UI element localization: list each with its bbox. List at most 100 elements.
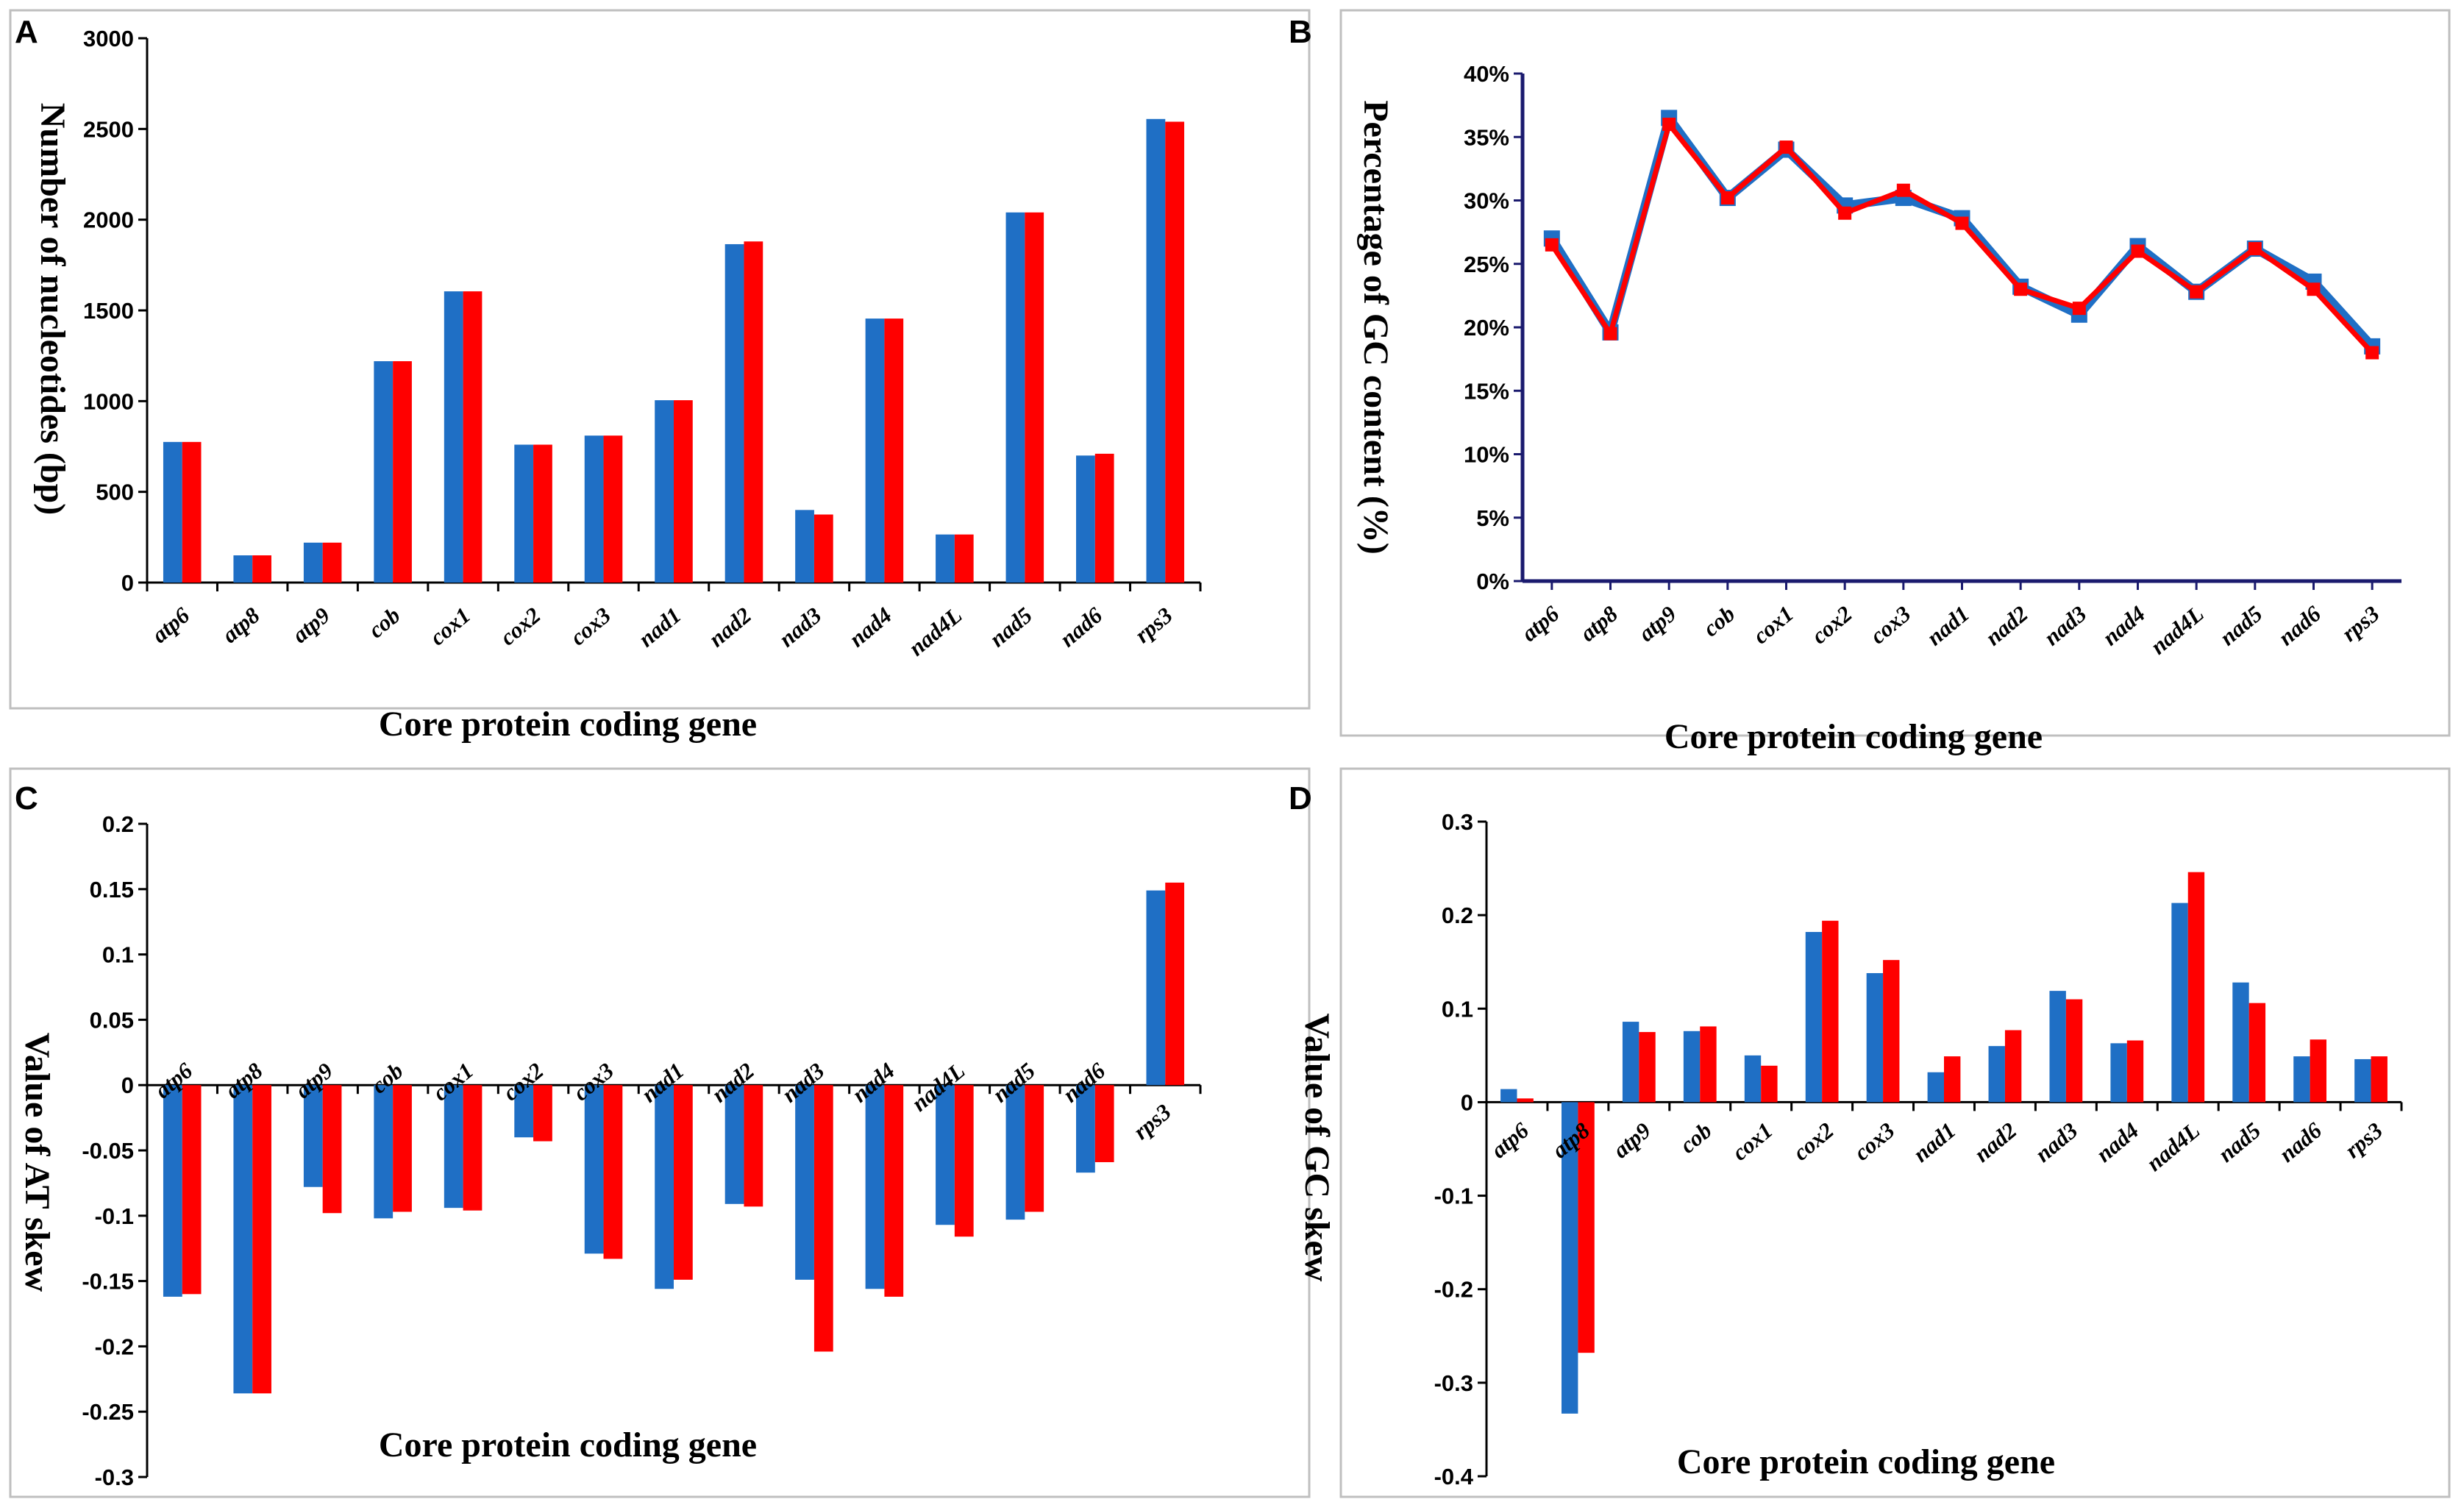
bar-series2-nad3 bbox=[2065, 999, 2083, 1103]
y-tick-label: 0.05 bbox=[90, 1007, 134, 1033]
y-tick-label: 2500 bbox=[83, 116, 134, 142]
bar-series2-cob bbox=[393, 361, 412, 583]
bar-series2-nad5 bbox=[1025, 1085, 1044, 1212]
bar-series1-nad5 bbox=[2232, 982, 2249, 1103]
bar-series2-nad6 bbox=[1094, 1085, 1114, 1162]
bar-series1-nad3 bbox=[795, 510, 814, 583]
bar-series2-nad4L bbox=[2187, 872, 2205, 1103]
bar-series2-cox3 bbox=[603, 435, 623, 583]
bar-series1-nad4 bbox=[865, 318, 885, 583]
y-tick-label: 2000 bbox=[83, 207, 134, 233]
bar-series1-cox1 bbox=[444, 291, 463, 583]
bar-series2-atp6 bbox=[182, 1085, 202, 1295]
bar-series1-nad2 bbox=[724, 243, 744, 583]
point-series2-atp8 bbox=[1603, 327, 1617, 341]
bar-series2-cob bbox=[1700, 1026, 1717, 1103]
bar-series2-nad6 bbox=[2310, 1039, 2326, 1103]
bar-series1-atp6 bbox=[163, 1085, 182, 1297]
bar-series1-nad4L bbox=[936, 1085, 955, 1225]
point-series2-cox3 bbox=[1896, 183, 1910, 197]
y-axis-title: Percentage of GC content (%) bbox=[1356, 100, 1395, 555]
panel-b: B0%5%10%15%20%25%30%35%40%atp6 atp8 atp9 co… bbox=[1289, 9, 2451, 756]
bar-series2-cox3 bbox=[603, 1085, 623, 1259]
bar-series2-atp9 bbox=[1639, 1032, 1656, 1103]
bar-series1-cox1 bbox=[1744, 1055, 1762, 1103]
panel-frame bbox=[1339, 9, 2451, 737]
point-series2-nad3 bbox=[2072, 302, 2086, 316]
bar-series2-atp9 bbox=[322, 542, 342, 583]
y-tick-label: -0.1 bbox=[1434, 1184, 1473, 1209]
bar-series2-nad2 bbox=[744, 241, 763, 583]
bar-series2-cox1 bbox=[1761, 1065, 1778, 1103]
panel-c: C -0.3 -0.25 -0.2 -0.15 -0.1 -0.05 0 0.05 0.1 0.15… bbox=[9, 767, 1311, 1498]
y-tick-label: 0 bbox=[121, 1072, 134, 1098]
y-tick-label: 0.1 bbox=[1442, 996, 1473, 1022]
point-series2-nad6 bbox=[2307, 282, 2321, 296]
y-tick-label: 0.2 bbox=[102, 811, 134, 837]
bar-series2-atp6 bbox=[1517, 1098, 1534, 1103]
bar-series1-nad1 bbox=[1927, 1072, 1944, 1103]
bar-series2-nad2 bbox=[2004, 1030, 2022, 1103]
bar-series2-cox2 bbox=[533, 1085, 552, 1142]
point-series2-nad4 bbox=[2131, 244, 2145, 258]
bar-series1-cob bbox=[374, 361, 394, 583]
y-tick-label: 30% bbox=[1464, 188, 1509, 214]
x-axis-title: Core protein coding gene bbox=[1664, 717, 2043, 756]
bar-series2-cox1 bbox=[463, 291, 483, 583]
bar-series2-atp8 bbox=[252, 555, 271, 583]
bar-series1-rps3 bbox=[2354, 1058, 2371, 1103]
bar-series2-rps3 bbox=[1165, 121, 1185, 583]
bar-series2-nad1 bbox=[674, 400, 693, 583]
bar-series2-nad4 bbox=[2126, 1040, 2144, 1103]
bar-series1-atp8 bbox=[233, 1085, 253, 1394]
point-series2-rps3 bbox=[2365, 346, 2379, 360]
panel-letter: B bbox=[1289, 14, 1312, 50]
y-tick-label: -0.2 bbox=[1434, 1277, 1473, 1303]
bar-series2-nad6 bbox=[1094, 453, 1114, 583]
y-tick-label: 0 bbox=[121, 570, 134, 596]
y-tick-label: -0.1 bbox=[95, 1203, 134, 1229]
y-tick-label: -0.05 bbox=[82, 1138, 134, 1164]
y-tick-label: 40% bbox=[1464, 61, 1509, 87]
y-tick-label: -0.3 bbox=[95, 1464, 134, 1490]
y-tick-label: 10% bbox=[1464, 442, 1509, 468]
point-series2-cox1 bbox=[1779, 140, 1793, 154]
bar-series1-nad5 bbox=[1005, 212, 1025, 583]
bar-series1-atp9 bbox=[303, 542, 323, 583]
y-tick-label: 0% bbox=[1476, 569, 1509, 594]
y-tick-label: 1500 bbox=[83, 298, 134, 324]
bar-series2-nad3 bbox=[813, 514, 833, 583]
bar-series1-nad4 bbox=[2110, 1043, 2127, 1103]
y-tick-label: 0.15 bbox=[90, 877, 134, 903]
bar-series2-nad5 bbox=[1025, 212, 1044, 583]
y-tick-label: -0.25 bbox=[82, 1399, 134, 1425]
y-axis-title: Value of GC skew bbox=[1297, 1014, 1336, 1282]
bar-series2-cox3 bbox=[1883, 960, 1900, 1103]
point-series2-cob bbox=[1720, 191, 1734, 205]
y-tick-label: -0.2 bbox=[95, 1334, 134, 1359]
bar-series2-cox1 bbox=[463, 1085, 483, 1211]
panel-letter: D bbox=[1289, 780, 1312, 816]
bar-series2-nad3 bbox=[813, 1085, 833, 1352]
bar-series2-nad4 bbox=[884, 1085, 904, 1297]
bar-series1-cob bbox=[1683, 1031, 1701, 1103]
bar-series1-atp8 bbox=[233, 555, 253, 583]
bar-series2-rps3 bbox=[1165, 882, 1185, 1086]
bar-series1-cox2 bbox=[514, 444, 534, 583]
bar-series2-cox2 bbox=[533, 444, 552, 583]
point-series2-cox2 bbox=[1838, 206, 1852, 220]
x-axis-title: Core protein coding gene bbox=[379, 1426, 757, 1464]
bar-series2-nad5 bbox=[2248, 1003, 2266, 1103]
y-tick-label: 25% bbox=[1464, 252, 1509, 277]
y-tick-label: -0.4 bbox=[1434, 1464, 1474, 1489]
y-tick-label: 1000 bbox=[83, 388, 134, 414]
bar-series1-cob bbox=[374, 1085, 394, 1219]
bar-series1-cox2 bbox=[514, 1085, 534, 1138]
bar-series2-atp9 bbox=[322, 1085, 342, 1214]
bar-series2-cob bbox=[393, 1085, 412, 1212]
bar-series1-cox3 bbox=[1866, 972, 1884, 1103]
point-series2-atp9 bbox=[1662, 118, 1676, 131]
